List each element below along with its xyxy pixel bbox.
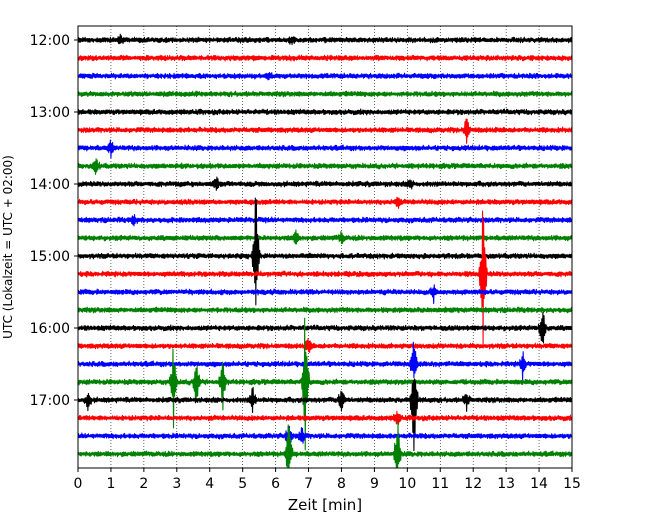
- y-tick-label: 12:00: [30, 33, 70, 49]
- x-tick-label: 5: [238, 476, 247, 492]
- trace-1700: [78, 378, 572, 452]
- y-axis-title: UTC (Lokalzeit = UTC + 02:00): [1, 155, 15, 339]
- trace-1745: [78, 420, 572, 468]
- x-tick-label: 8: [337, 476, 346, 492]
- trace-1300: [78, 108, 572, 116]
- trace-1500: [78, 197, 572, 306]
- x-axis: 0 1 2 3 4 5 6 7 8 9 10 11 12 13 14 15: [74, 468, 581, 492]
- x-tick-label: 9: [370, 476, 379, 492]
- x-tick-label: 4: [205, 476, 214, 492]
- trace-1715: [78, 410, 572, 425]
- trace-1345: [78, 158, 572, 175]
- trace-1430: [78, 214, 572, 227]
- x-tick-label: 0: [74, 476, 83, 492]
- x-tick-label: 15: [563, 476, 581, 492]
- trace-1315: [78, 118, 572, 144]
- x-tick-label: 10: [398, 476, 416, 492]
- y-tick-label: 17:00: [30, 393, 70, 409]
- x-axis-title: Zeit [min]: [288, 496, 362, 514]
- trace-1645: [78, 317, 572, 451]
- x-tick-label: 14: [530, 476, 548, 492]
- trace-1530: [78, 284, 572, 305]
- trace-1545: [78, 306, 572, 314]
- x-tick-label: 3: [172, 476, 181, 492]
- x-tick-label: 11: [431, 476, 449, 492]
- y-tick-label: 15:00: [30, 249, 70, 265]
- x-tick-label: 2: [139, 476, 148, 492]
- trace-1415: [78, 196, 572, 209]
- trace-1330: [78, 139, 572, 159]
- x-tick-label: 6: [271, 476, 280, 492]
- trace-1615: [78, 337, 572, 353]
- x-tick-label: 7: [304, 476, 313, 492]
- plot-frame: [77, 25, 573, 469]
- x-tick-label: 12: [464, 476, 482, 492]
- trace-1230: [78, 71, 572, 81]
- trace-1630: [78, 341, 572, 381]
- seismic-traces: [78, 33, 572, 468]
- trace-1445: [78, 229, 572, 245]
- y-axis: 12:00 13:00 14:00 15:00 16:00 17:00: [30, 33, 78, 409]
- x-tick-label: 13: [497, 476, 515, 492]
- trace-1730: [78, 425, 572, 449]
- y-tick-label: 13:00: [30, 105, 70, 121]
- trace-1215: [78, 54, 572, 62]
- trace-1515: [78, 210, 572, 345]
- y-tick-label: 14:00: [30, 177, 70, 193]
- trace-1400: [78, 176, 572, 191]
- x-tick-label: 1: [106, 476, 115, 492]
- y-tick-label: 16:00: [30, 321, 70, 337]
- trace-1245: [78, 90, 572, 98]
- trace-1600: [78, 312, 572, 344]
- trace-1200: [78, 33, 572, 46]
